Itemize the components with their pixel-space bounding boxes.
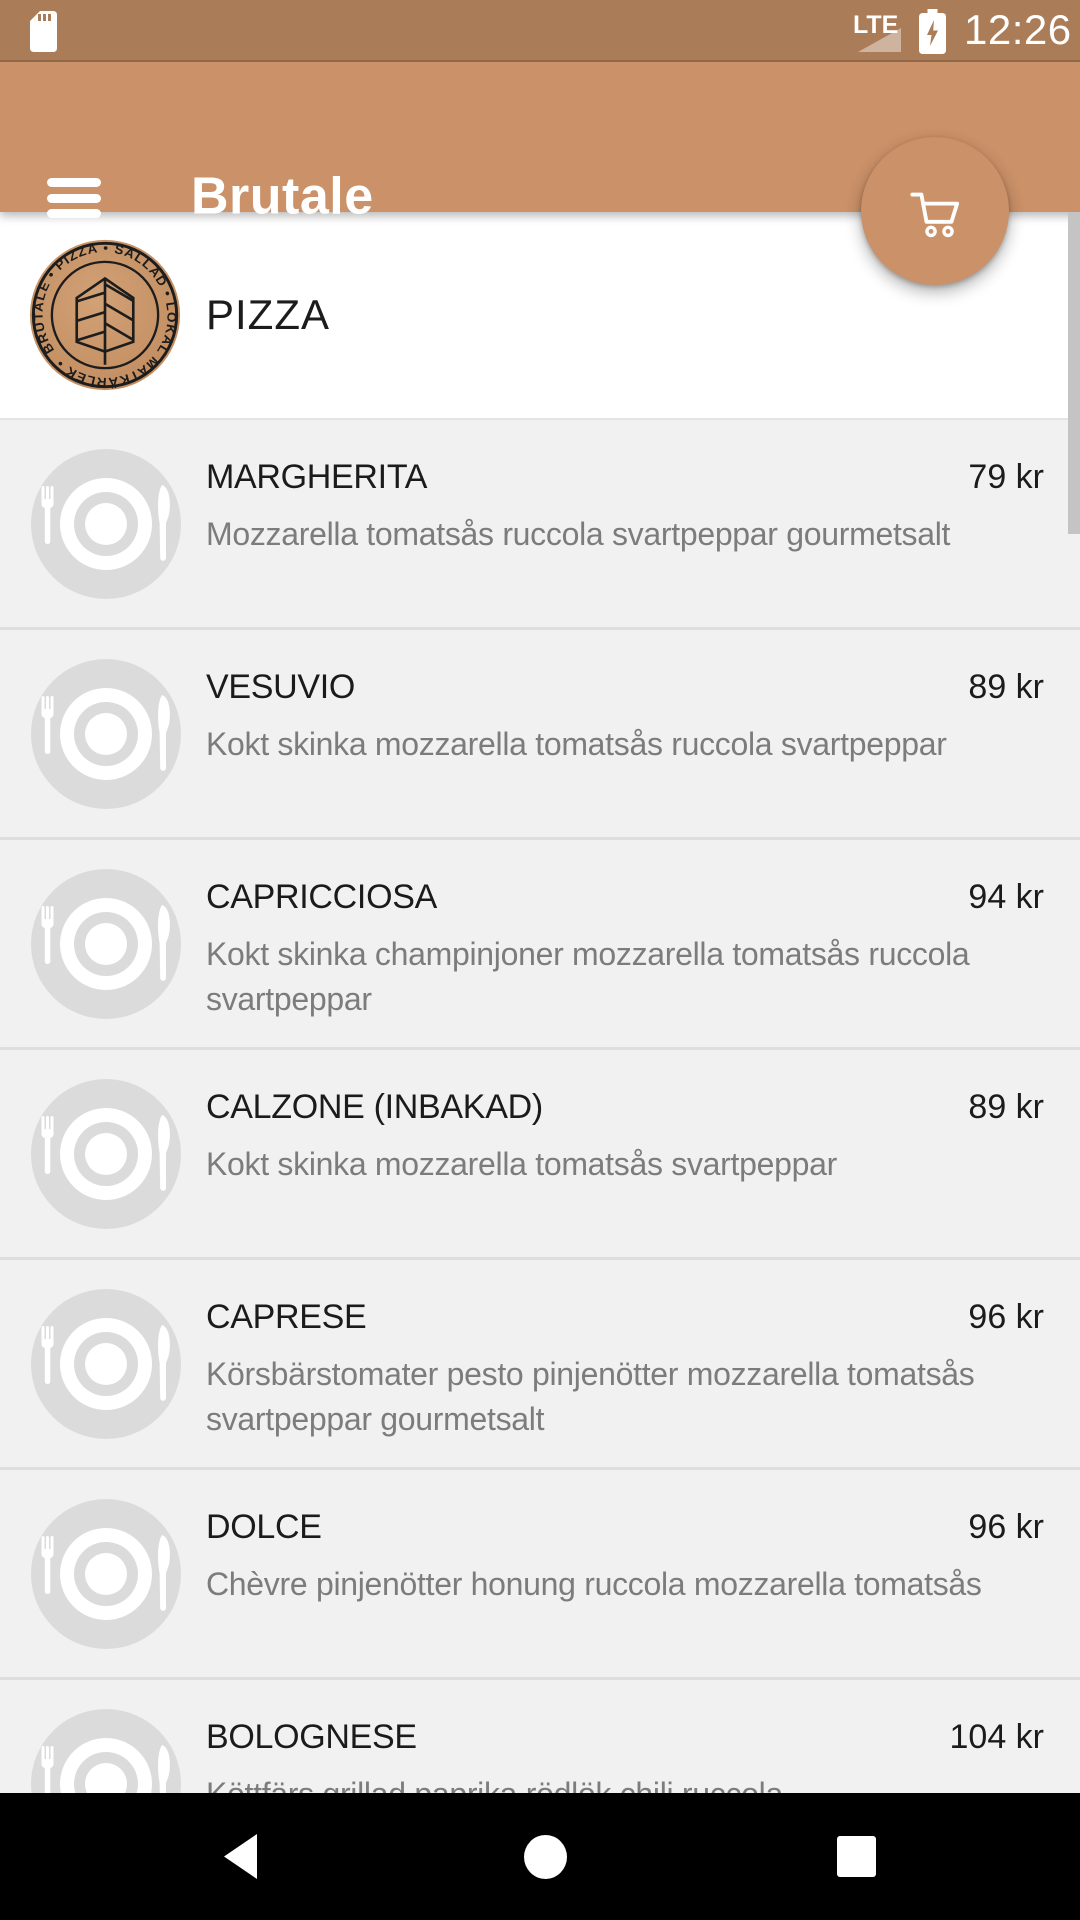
item-description: Kokt skinka mozzarella tomatsås svartpep… <box>206 1146 837 1182</box>
plate-cutlery-icon <box>31 1499 181 1649</box>
category-header: BRUTALE • PIZZA • SALLAD • LOKAL MATKÄRL… <box>0 212 1080 420</box>
section-title: PIZZA <box>206 291 331 339</box>
plate-cutlery-icon <box>31 659 181 809</box>
app-title: Brutale <box>191 167 374 226</box>
item-title: CAPRICCIOSA <box>206 878 437 916</box>
item-title: CALZONE (INBAKAD) <box>206 1088 543 1126</box>
scrollbar-thumb[interactable] <box>1068 212 1080 534</box>
item-description: Mozzarella tomatsås ruccola svartpeppar … <box>206 516 951 552</box>
back-icon[interactable] <box>224 1834 257 1879</box>
item-price: 96 kr <box>968 1508 1044 1546</box>
menu-item[interactable]: VESUVIO 89 kr Kokt skinka mozzarella tom… <box>0 630 1080 840</box>
item-title: VESUVIO <box>206 668 356 706</box>
menu-item[interactable]: MARGHERITA 79 kr Mozzarella tomatsås ruc… <box>0 420 1080 630</box>
hamburger-menu-button[interactable] <box>47 178 101 218</box>
brutale-logo: BRUTALE • PIZZA • SALLAD • LOKAL MATKÄRL… <box>29 239 181 391</box>
menu-list: MARGHERITA 79 kr Mozzarella tomatsås ruc… <box>0 420 1080 1890</box>
item-price: 94 kr <box>968 878 1044 916</box>
item-price: 96 kr <box>968 1298 1044 1336</box>
battery-charging-icon <box>919 9 946 54</box>
plate-cutlery-icon <box>31 1079 181 1229</box>
item-description: Chèvre pinjenötter honung ruccola mozzar… <box>206 1566 982 1602</box>
navigation-bar <box>0 1793 1080 1920</box>
leaf-emblem <box>75 276 135 365</box>
menu-item[interactable]: CAPRICCIOSA 94 kr Kokt skinka champinjon… <box>0 840 1080 1050</box>
item-title: DOLCE <box>206 1508 322 1546</box>
menu-item[interactable]: CALZONE (INBAKAD) 89 kr Kokt skinka mozz… <box>0 1050 1080 1260</box>
item-description: Körsbärstomater pesto pinjenötter mozzar… <box>206 1356 975 1437</box>
item-price: 104 kr <box>949 1718 1045 1756</box>
cart-fab-button[interactable] <box>861 137 1009 285</box>
status-bar: LTE 12:26 <box>0 0 1080 62</box>
hamburger-icon <box>47 178 101 187</box>
item-title: BOLOGNESE <box>206 1718 417 1756</box>
item-price: 89 kr <box>968 1088 1044 1126</box>
item-price: 89 kr <box>968 668 1044 706</box>
item-description: Kokt skinka mozzarella tomatsås ruccola … <box>206 726 947 762</box>
plate-cutlery-icon <box>31 449 181 599</box>
recents-icon[interactable] <box>837 1836 876 1877</box>
sd-card-icon <box>30 11 57 52</box>
menu-item[interactable]: CAPRESE 96 kr Körsbärstomater pesto pinj… <box>0 1260 1080 1470</box>
item-title: MARGHERITA <box>206 458 428 496</box>
item-title: CAPRESE <box>206 1298 367 1336</box>
network-type-label: LTE <box>853 11 899 39</box>
item-price: 79 kr <box>968 458 1044 496</box>
plate-cutlery-icon <box>31 1289 181 1439</box>
item-description: Kokt skinka champinjoner mozzarella toma… <box>206 936 970 1017</box>
shopping-cart-icon <box>910 192 960 238</box>
clock: 12:26 <box>964 6 1072 53</box>
menu-item[interactable]: DOLCE 96 kr Chèvre pinjenötter honung ru… <box>0 1470 1080 1680</box>
home-icon[interactable] <box>523 1835 568 1879</box>
cell-signal-icon <box>858 28 901 52</box>
plate-cutlery-icon <box>31 869 181 1019</box>
